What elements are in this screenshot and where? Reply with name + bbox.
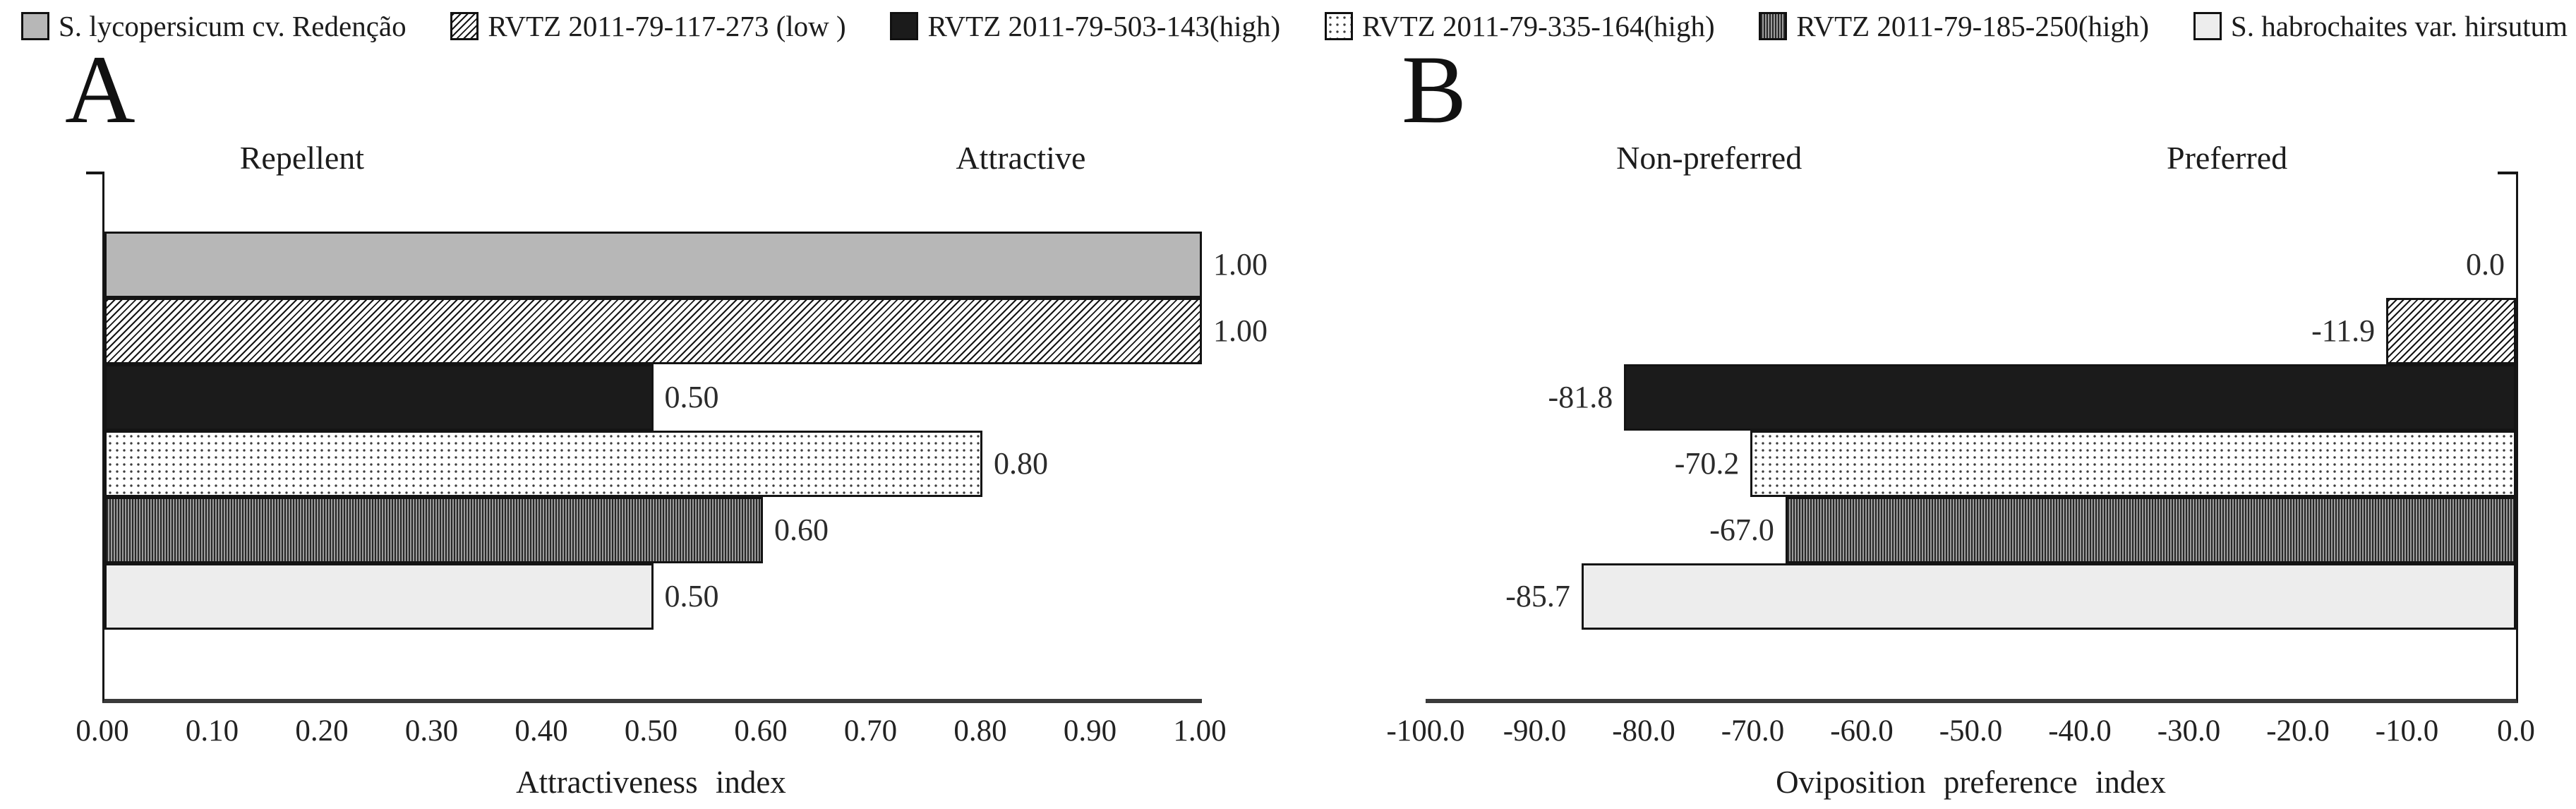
legend-item: RVTZ 2011-79-185-250(high) bbox=[1759, 9, 2150, 42]
bar-row: 0.50 bbox=[104, 563, 1202, 630]
bar-value-label: 1.00 bbox=[1213, 247, 1268, 282]
legend-item: S. habrochaites var. hirsutum bbox=[2193, 9, 2568, 42]
x-tick-label: 0.0 bbox=[2497, 714, 2535, 748]
bar-series-5 bbox=[1581, 563, 2516, 630]
x-tick-label: 0.70 bbox=[843, 714, 898, 748]
bar-row: 1.00 bbox=[104, 298, 1268, 364]
x-tick-label: 1.00 bbox=[1173, 714, 1227, 748]
legend-swatch-white-dotted bbox=[1324, 12, 1353, 40]
x-tick-label: -60.0 bbox=[1830, 714, 1894, 748]
panel-a-x-ticks: 0.00 0.10 0.20 0.30 0.40 0.50 0.60 0.70 0.80 0.90… bbox=[76, 714, 1226, 751]
bar-value-label: -11.9 bbox=[2311, 313, 2376, 348]
legend-item: RVTZ 2011-79-117-273 (low ) bbox=[450, 9, 846, 42]
bar-row: -81.8 bbox=[1426, 364, 2516, 431]
bar-series-3 bbox=[1750, 431, 2516, 497]
bar-row: 0.60 bbox=[104, 497, 1202, 563]
legend-label: S. lycopersicum cv. Redenção bbox=[59, 9, 407, 42]
panel-b-axis-top-tick bbox=[2498, 172, 2516, 174]
bar-row: 0.50 bbox=[104, 364, 1202, 431]
x-tick-label: 0.00 bbox=[76, 714, 129, 748]
bar-row: -85.7 bbox=[1426, 563, 2516, 630]
legend-label: RVTZ 2011-79-117-273 (low ) bbox=[488, 9, 846, 42]
bar-series-5 bbox=[104, 563, 654, 630]
panel-b-letter: B bbox=[1402, 35, 1467, 143]
legend-item: S. lycopersicum cv. Redenção bbox=[21, 9, 407, 42]
panel-b-region-label-non-preferred: Non-preferred bbox=[1616, 140, 1802, 176]
x-tick-label: -80.0 bbox=[1612, 714, 1675, 748]
bar-value-label: 0.80 bbox=[994, 446, 1048, 481]
panel-a-bars: 1.00 1.00 0.50 0.80 0.60 0.50 bbox=[104, 232, 1268, 630]
bar-value-label: 0.0 bbox=[2466, 247, 2505, 282]
x-tick-label: 0.40 bbox=[514, 714, 568, 748]
x-tick-label: 0.20 bbox=[295, 714, 349, 748]
x-tick-label: 0.90 bbox=[1063, 714, 1117, 748]
bar-value-label: 0.60 bbox=[774, 513, 829, 547]
bar-series-4 bbox=[104, 497, 763, 563]
legend-item: RVTZ 2011-79-335-164(high) bbox=[1324, 9, 1715, 42]
bar-series-2 bbox=[1624, 364, 2516, 431]
bar-row: 0.80 bbox=[104, 431, 1202, 497]
bar-series-4 bbox=[1785, 497, 2516, 563]
bar-value-label: 0.50 bbox=[664, 380, 719, 414]
panel-a-axis-top-tick bbox=[86, 172, 104, 174]
legend-swatch-light-gray-solid bbox=[2193, 12, 2222, 40]
legend-label: RVTZ 2011-79-503-143(high) bbox=[927, 9, 1281, 42]
bar-row: 1.00 bbox=[104, 232, 1268, 298]
bar-value-label: -81.8 bbox=[1548, 380, 1613, 414]
figure-legend: S. lycopersicum cv. Redenção RVTZ 2011-79… bbox=[21, 4, 2568, 48]
bar-row: 0.0 bbox=[1426, 232, 2516, 298]
bar-value-label: -67.0 bbox=[1709, 513, 1774, 547]
x-tick-label: -10.0 bbox=[2375, 714, 2439, 748]
x-tick-label: -90.0 bbox=[1503, 714, 1567, 748]
x-tick-label: -70.0 bbox=[1721, 714, 1785, 748]
legend-swatch-gray-solid bbox=[21, 12, 49, 40]
legend-swatch-black-solid bbox=[890, 12, 919, 40]
bar-row: -11.9 bbox=[1426, 298, 2516, 364]
x-tick-label: -30.0 bbox=[2157, 714, 2221, 748]
x-tick-label: -40.0 bbox=[2048, 714, 2112, 748]
x-tick-label: 0.30 bbox=[404, 714, 459, 748]
bar-series-3 bbox=[104, 431, 982, 497]
panel-a-letter: A bbox=[65, 35, 136, 143]
bar-value-label: 1.00 bbox=[1213, 313, 1268, 348]
panel-b-axis-title: Oviposition preference index bbox=[1776, 765, 2166, 800]
x-tick-label: 0.60 bbox=[734, 714, 788, 748]
x-tick-label: 0.80 bbox=[953, 714, 1007, 748]
bar-value-label: 0.50 bbox=[664, 579, 719, 613]
panel-a-region-label-repellent: Repellent bbox=[239, 140, 365, 176]
bar-series-0 bbox=[104, 232, 1202, 298]
x-tick-label: -100.0 bbox=[1386, 714, 1465, 748]
bar-series-1 bbox=[2386, 298, 2516, 364]
bar-row: -70.2 bbox=[1426, 431, 2516, 497]
legend-swatch-diagonal-hatch bbox=[450, 12, 479, 40]
legend-item: RVTZ 2011-79-503-143(high) bbox=[890, 9, 1281, 42]
x-tick-label: 0.10 bbox=[185, 714, 239, 748]
x-tick-label: -20.0 bbox=[2266, 714, 2330, 748]
bar-row: -67.0 bbox=[1426, 497, 2516, 563]
panel-a-axis-title: Attractiveness index bbox=[516, 765, 786, 800]
panel-b-x-ticks: -100.0 -90.0 -80.0 -70.0 -60.0 -50.0 -40.0 -30.… bbox=[1386, 714, 2534, 751]
panel-a-region-label-attractive: Attractive bbox=[956, 140, 1086, 176]
panel-b-plot: Non-preferred Preferred 0.0 -11.9 -81.8 -70… bbox=[1426, 142, 2518, 703]
x-tick-label: 0.50 bbox=[624, 714, 678, 748]
legend-label: RVTZ 2011-79-185-250(high) bbox=[1796, 9, 2150, 42]
x-tick-label: -50.0 bbox=[1939, 714, 2003, 748]
bar-series-1 bbox=[104, 298, 1202, 364]
panel-a-plot: Repellent Attractive 1.00 1.00 0.50 0.80 0.6… bbox=[86, 142, 1268, 703]
bar-value-label: -70.2 bbox=[1674, 446, 1740, 481]
bar-series-2 bbox=[104, 364, 654, 431]
bar-value-label: -85.7 bbox=[1505, 579, 1570, 613]
panel-b-bars: 0.0 -11.9 -81.8 -70.2 -67.0 -85.7 bbox=[1426, 232, 2516, 630]
panel-b-region-label-preferred: Preferred bbox=[2167, 140, 2288, 176]
legend-swatch-dark-dense-vertical bbox=[1759, 12, 1788, 40]
legend-label: RVTZ 2011-79-335-164(high) bbox=[1361, 9, 1715, 42]
legend-label: S. habrochaites var. hirsutum bbox=[2230, 9, 2568, 42]
